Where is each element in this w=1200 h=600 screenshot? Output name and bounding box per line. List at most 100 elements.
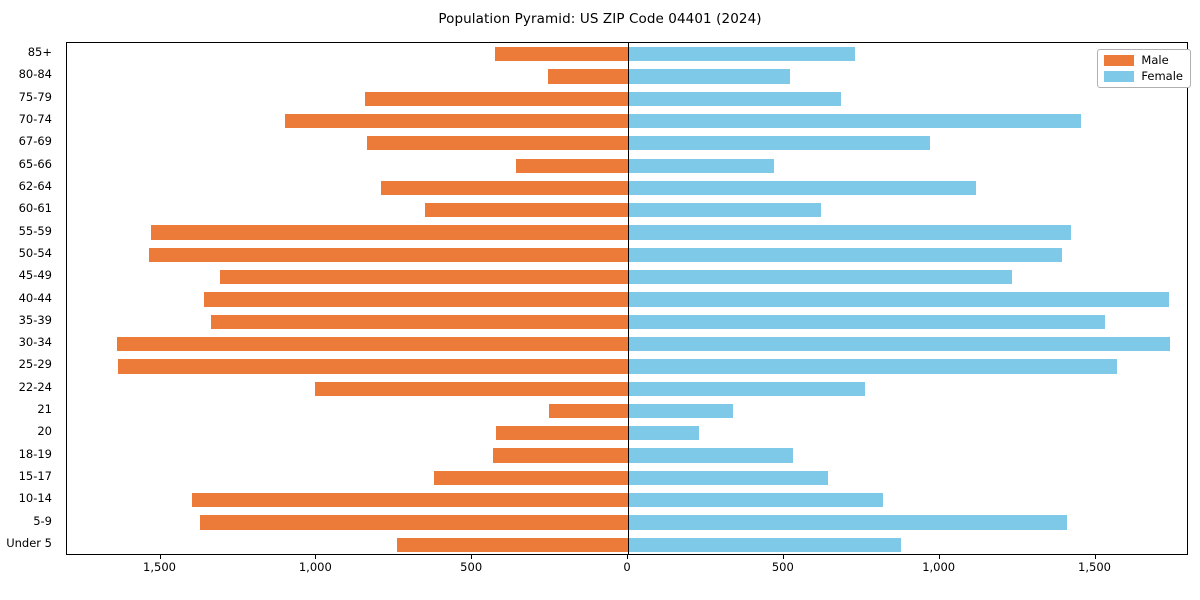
x-axis-label-5: 1,000 [922, 560, 956, 574]
zero-axis-line [628, 43, 629, 554]
y-axis-label-5-9: 5-9 [33, 513, 52, 528]
bar-male-50-54[interactable] [149, 247, 628, 263]
bar-male-30-34[interactable] [117, 336, 628, 352]
bar-male-80-84[interactable] [547, 69, 628, 84]
bar-male-under-5[interactable] [397, 537, 628, 552]
legend-swatch-male [1104, 55, 1135, 67]
y-axis-label-62-64: 62-64 [18, 178, 52, 193]
bar-female-85-[interactable] [628, 47, 855, 62]
bar-row [67, 537, 1187, 552]
x-axis-label-1: 1,000 [298, 560, 332, 574]
bar-male-40-44[interactable] [203, 292, 628, 307]
x-axis-label-2: 500 [460, 560, 483, 574]
bar-row [67, 91, 1187, 106]
legend-swatch-female [1104, 70, 1135, 82]
bar-row [67, 381, 1187, 396]
legend-label-male: Male [1141, 53, 1169, 67]
bar-female-18-19[interactable] [628, 448, 794, 463]
bar-male-18-19[interactable] [493, 448, 628, 463]
bar-female-21[interactable] [628, 403, 733, 419]
bar-row [67, 470, 1187, 486]
y-axis-label-65-66: 65-66 [18, 156, 52, 171]
bar-female-25-29[interactable] [628, 359, 1118, 374]
bar-row [67, 314, 1187, 329]
bar-row [67, 136, 1187, 151]
bar-female-5-9[interactable] [628, 515, 1068, 530]
bar-row [67, 448, 1187, 463]
bar-row [67, 113, 1187, 129]
bar-female-67-69[interactable] [628, 136, 930, 151]
y-axis-label-10-14: 10-14 [18, 491, 52, 506]
y-axis-label-30-34: 30-34 [18, 335, 52, 350]
bar-male-70-74[interactable] [284, 113, 628, 129]
bar-female-50-54[interactable] [628, 247, 1062, 263]
legend-entry-female[interactable]: Female [1104, 70, 1183, 83]
y-axis-label-50-54: 50-54 [18, 245, 52, 260]
bar-male-75-79[interactable] [364, 91, 628, 106]
y-axis-label-22-24: 22-24 [18, 379, 52, 394]
y-axis-label-21: 21 [37, 402, 52, 417]
bar-row [67, 493, 1187, 508]
bar-male-25-29[interactable] [118, 359, 628, 374]
bar-female-65-66[interactable] [628, 158, 774, 173]
bar-female-62-64[interactable] [628, 180, 977, 196]
bar-female-40-44[interactable] [628, 292, 1169, 307]
bar-female-60-61[interactable] [628, 203, 821, 218]
y-axis-label-15-17: 15-17 [18, 468, 52, 483]
bar-row [67, 515, 1187, 530]
bar-female-45-49[interactable] [628, 270, 1013, 285]
bar-male-15-17[interactable] [433, 470, 628, 486]
y-axis-label-85-: 85+ [27, 45, 52, 60]
y-axis-label-40-44: 40-44 [18, 290, 52, 305]
bar-female-35-39[interactable] [628, 314, 1106, 329]
bar-male-22-24[interactable] [315, 381, 628, 396]
y-axis-label-25-29: 25-29 [18, 357, 52, 372]
bar-male-55-59[interactable] [151, 225, 628, 240]
bar-male-65-66[interactable] [515, 158, 628, 173]
bar-row [67, 292, 1187, 307]
bar-male-5-9[interactable] [199, 515, 628, 530]
legend-entry-male[interactable]: Male [1104, 53, 1183, 67]
bar-female-20[interactable] [628, 426, 700, 441]
chart-legend[interactable]: Male Female [1097, 49, 1191, 88]
bar-female-80-84[interactable] [628, 69, 791, 84]
bar-male-21[interactable] [548, 403, 628, 419]
bar-female-75-79[interactable] [628, 91, 842, 106]
x-axis-tick [782, 555, 784, 559]
x-axis-tick [159, 555, 161, 559]
bar-male-85-[interactable] [495, 47, 628, 62]
bar-female-10-14[interactable] [628, 493, 883, 508]
bar-male-10-14[interactable] [192, 493, 628, 508]
bar-female-70-74[interactable] [628, 113, 1081, 129]
bar-row [67, 247, 1187, 263]
x-axis-label-3: 0 [623, 560, 631, 574]
bar-male-35-39[interactable] [210, 314, 628, 329]
bar-row [67, 225, 1187, 240]
bar-female-55-59[interactable] [628, 225, 1072, 240]
bar-row [67, 180, 1187, 196]
plot-area [66, 42, 1188, 555]
bar-female-30-34[interactable] [628, 336, 1171, 352]
bar-male-62-64[interactable] [380, 180, 628, 196]
bar-row [67, 158, 1187, 173]
bar-female-15-17[interactable] [628, 470, 828, 486]
x-axis-label-0: 1,500 [143, 560, 176, 574]
y-axis-label-70-74: 70-74 [18, 112, 52, 127]
chart-title: Population Pyramid: US ZIP Code 04401 (2… [438, 11, 762, 27]
y-axis-label-60-61: 60-61 [18, 201, 52, 216]
x-axis-tick [315, 555, 317, 559]
bar-male-45-49[interactable] [220, 270, 628, 285]
bar-male-20[interactable] [496, 426, 628, 441]
x-axis-ticks: 1,500 1,000 500 0 500 1,000 1,500 [66, 555, 1188, 585]
bar-female-22-24[interactable] [628, 381, 865, 396]
bar-male-60-61[interactable] [425, 203, 628, 218]
bar-row [67, 403, 1187, 419]
x-axis-label-4: 500 [771, 560, 794, 574]
y-axis-label-45-49: 45-49 [18, 268, 52, 283]
y-axis-label-55-59: 55-59 [18, 223, 52, 238]
y-axis-label-under-5: Under 5 [6, 535, 52, 550]
bar-row [67, 426, 1187, 441]
bar-female-under-5[interactable] [628, 537, 902, 552]
bar-male-67-69[interactable] [367, 136, 628, 151]
